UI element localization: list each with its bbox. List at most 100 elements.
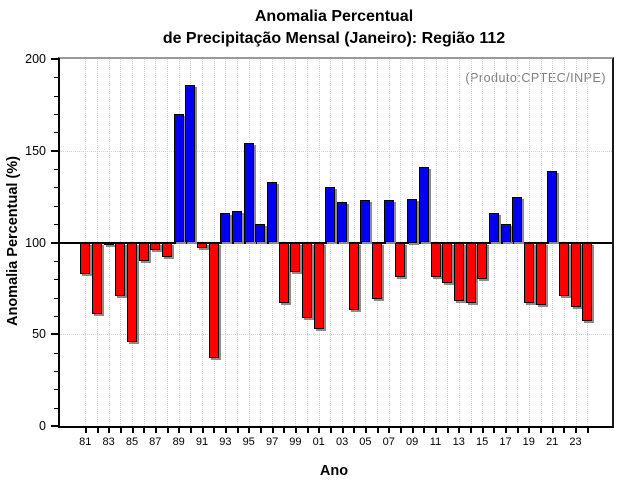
bar-2002 [325, 187, 336, 243]
x-tick [189, 426, 192, 433]
bar-2007 [383, 200, 394, 243]
x-tick [178, 426, 181, 433]
x-tick [586, 426, 589, 433]
x-tick [224, 426, 227, 433]
x-tick-label: 05 [359, 436, 372, 448]
bar-2008 [395, 242, 406, 278]
x-tick [271, 426, 274, 433]
x-tick-label: 17 [499, 436, 512, 448]
x-tick-label: 97 [265, 436, 279, 448]
x-tick [575, 426, 577, 433]
x-tick [201, 426, 204, 433]
y-minor-tick [54, 132, 60, 134]
y-tick-label: 150 [25, 143, 46, 158]
x-tick-label: 13 [452, 436, 465, 448]
bar-2006 [372, 242, 383, 300]
x-tick [563, 426, 566, 433]
bar-1984 [115, 242, 126, 296]
x-tick [248, 426, 251, 433]
figure-title: Anomalia Percentual de Precipitação Mens… [58, 6, 610, 50]
bar-2013 [453, 242, 464, 302]
x-tick [470, 426, 472, 433]
x-tick [318, 426, 321, 433]
bar-1998 [278, 242, 289, 304]
x-tick [446, 426, 449, 433]
x-tick [166, 426, 169, 433]
bar-1990 [185, 84, 196, 243]
x-tick [341, 426, 344, 433]
x-tick [108, 426, 111, 433]
y-tick-label: 50 [32, 327, 46, 342]
x-tick [435, 426, 437, 433]
bar-2004 [348, 242, 359, 311]
x-tick-label: 21 [546, 436, 559, 448]
title-line-2: de Precipitação Mensal (Janeiro): Região… [162, 30, 506, 47]
bar-1986 [138, 242, 149, 261]
x-tick-label: 91 [195, 436, 209, 448]
y-minor-tick [54, 187, 60, 189]
x-tick [84, 426, 87, 433]
x-tick [236, 426, 239, 433]
x-tick [259, 426, 262, 433]
bar-1991 [197, 242, 207, 248]
x-tick [353, 426, 356, 433]
bar-2005 [360, 200, 371, 243]
bar-2012 [442, 242, 453, 283]
y-minor-tick [54, 407, 60, 409]
x-tick [213, 426, 216, 433]
bar-2016 [488, 213, 499, 243]
bar-2010 [418, 167, 429, 243]
plot-area: (Produto:CPTEC/INPE) 0 50 100 150 200 81 83 85 8… [25, 52, 614, 448]
x-tick-label: 87 [149, 436, 162, 448]
bar-2022 [558, 242, 569, 296]
title-line-1: Anomalia Percentual [254, 8, 414, 25]
x-tick [119, 426, 122, 433]
x-tick [364, 426, 367, 433]
bar-2024 [582, 242, 593, 322]
horizontal-gridline [60, 150, 612, 152]
bar-1983 [103, 242, 114, 245]
y-minor-tick [54, 297, 60, 299]
x-tick [306, 426, 309, 433]
bar-2015 [477, 242, 488, 280]
y-minor-tick [54, 315, 60, 317]
x-tick [96, 426, 99, 433]
bar-2003 [337, 202, 348, 243]
bar-1988 [162, 242, 172, 258]
y-minor-tick [54, 205, 60, 207]
y-minor-tick [54, 370, 60, 372]
x-tick-label: 01 [312, 436, 325, 448]
x-tick-label: 93 [219, 436, 232, 448]
x-tick-label: 89 [172, 436, 185, 448]
bar-1992 [208, 242, 219, 359]
x-tick [505, 426, 507, 433]
x-tick [423, 426, 426, 433]
annotation-produto: (Produto:CPTEC/INPE) [465, 71, 606, 85]
y-major-tick [51, 58, 60, 60]
y-minor-tick [54, 224, 60, 226]
y-minor-tick [54, 352, 60, 354]
x-tick-label: 09 [405, 436, 419, 448]
x-tick-label: 23 [569, 436, 582, 448]
bar-2021 [547, 170, 558, 243]
x-tick [376, 426, 379, 433]
y-major-tick [51, 333, 60, 336]
bar-2009 [407, 198, 418, 243]
bar-2014 [465, 242, 476, 304]
y-tick-label: 200 [25, 52, 46, 66]
bar-1981 [80, 242, 91, 274]
bar-2017 [500, 224, 511, 243]
bar-1982 [92, 242, 102, 315]
bar-1987 [150, 242, 161, 250]
y-minor-tick [54, 169, 60, 171]
x-tick [143, 426, 146, 433]
x-tick [411, 426, 414, 433]
x-tick-label: 03 [335, 436, 349, 448]
x-tick [493, 426, 496, 433]
bar-1995 [243, 143, 254, 243]
x-tick [131, 426, 134, 433]
bar-1994 [232, 211, 242, 243]
bar-2011 [430, 242, 441, 278]
x-tick [294, 426, 297, 433]
